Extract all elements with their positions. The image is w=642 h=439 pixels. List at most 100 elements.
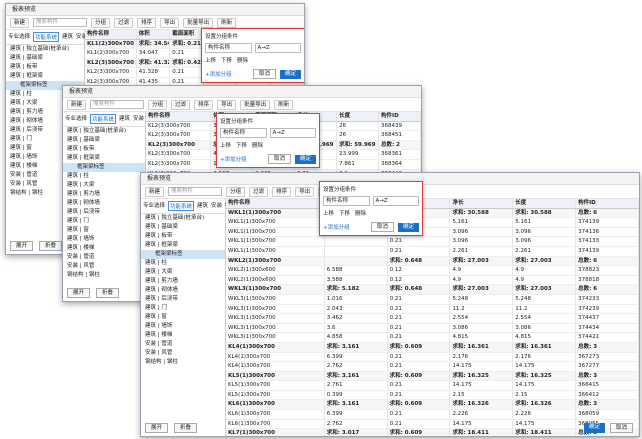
toolbar-button[interactable]: 排序: [137, 17, 157, 28]
order-select[interactable]: A→Z: [372, 196, 419, 206]
tree-item[interactable]: 建筑 | 板带: [10, 64, 38, 70]
tree-item[interactable]: 建筑 | 剪力墙: [10, 109, 43, 115]
tab[interactable]: 专业选择: [143, 203, 166, 209]
tree-item[interactable]: 建筑 | 楼梯: [145, 332, 173, 338]
tree-item[interactable]: 安装 | 管道: [67, 254, 95, 260]
tab[interactable]: 建筑: [197, 203, 209, 209]
tab[interactable]: 专业选择: [8, 34, 31, 40]
new-button[interactable]: 新建: [145, 186, 165, 197]
tree-item[interactable]: 框架梁标签: [63, 163, 145, 172]
tree-item[interactable]: 建筑 | 窗: [10, 145, 32, 151]
ok-button[interactable]: 确定: [279, 69, 301, 79]
toolbar-button[interactable]: 过滤: [171, 99, 191, 110]
tree-item[interactable]: 建筑 | 柱: [67, 173, 89, 179]
add-group[interactable]: +添加分组: [323, 225, 350, 231]
tree-item[interactable]: 框架梁标签: [6, 81, 84, 90]
radio[interactable]: 下移: [236, 143, 248, 149]
toolbar-button[interactable]: 导出: [217, 99, 237, 110]
tree-item[interactable]: 建筑 | 柱: [145, 260, 167, 266]
tab[interactable]: 安装: [133, 116, 145, 122]
tab[interactable]: 建筑: [119, 116, 131, 122]
field-select[interactable]: 构件名称: [220, 128, 267, 138]
tree-item[interactable]: 建筑 | 门: [145, 305, 167, 311]
order-select[interactable]: A→Z: [269, 128, 316, 138]
toolbar-button[interactable]: 过滤: [114, 17, 134, 28]
toolbar-button[interactable]: 刷新: [274, 99, 294, 110]
tree-item[interactable]: 建筑 | 后浇带: [10, 127, 43, 133]
tree-item[interactable]: 建筑 | 楼梯: [10, 163, 38, 169]
ok-button[interactable]: 确定: [294, 154, 316, 164]
tree-item[interactable]: 安装 | 管道: [10, 172, 38, 178]
tree-item[interactable]: 建筑 | 后浇带: [145, 296, 178, 302]
tree-item[interactable]: 建筑 | 砌体墙: [67, 200, 100, 206]
tree-item[interactable]: 建筑 | 板带: [67, 146, 95, 152]
tree-item[interactable]: 建筑 | 剪力墙: [67, 191, 100, 197]
toolbar-button[interactable]: 过滤: [249, 186, 269, 197]
radio[interactable]: 下移: [221, 58, 233, 64]
radio[interactable]: 上移: [205, 58, 217, 64]
tab[interactable]: 功能系统: [90, 114, 117, 124]
tree-item[interactable]: 建筑 | 大梁: [10, 100, 38, 106]
tree-item[interactable]: 安装 | 风管: [10, 181, 38, 187]
radio[interactable]: 删除: [252, 143, 264, 149]
search-input[interactable]: 搜索构件: [33, 18, 88, 27]
toolbar-button[interactable]: 导出: [160, 17, 180, 28]
tree-item[interactable]: 建筑 | 墙饰: [67, 236, 95, 242]
cancel-button[interactable]: 取消: [267, 154, 291, 164]
radio[interactable]: 上移: [323, 211, 335, 217]
tree-item[interactable]: 建筑 | 砌体墙: [145, 287, 178, 293]
footer-button[interactable]: 折叠: [174, 423, 198, 433]
field-select[interactable]: 构件名称: [205, 43, 252, 53]
action-button[interactable]: 取消: [609, 423, 633, 433]
tree-item[interactable]: 建筑 | 框架梁: [10, 73, 43, 79]
tree-item[interactable]: 安装 | 风管: [145, 350, 173, 356]
toolbar-button[interactable]: 分组: [148, 99, 168, 110]
tree-item[interactable]: 建筑 | 基础梁: [10, 55, 43, 61]
radio[interactable]: 下移: [339, 211, 351, 217]
tab[interactable]: 安装: [211, 203, 223, 209]
tree-item[interactable]: 建筑 | 柱: [10, 91, 32, 97]
tree-item[interactable]: 建筑 | 后浇带: [67, 209, 100, 215]
tree-item[interactable]: 建筑 | 独立基础(桩承台): [145, 215, 205, 221]
tab[interactable]: 安装: [76, 34, 88, 40]
tree-item[interactable]: 建筑 | 板带: [145, 233, 173, 239]
tree-item[interactable]: 建筑 | 基础梁: [145, 224, 178, 230]
tab[interactable]: 专业选择: [65, 116, 88, 122]
footer-button[interactable]: 展开: [10, 241, 34, 251]
tab[interactable]: 功能系统: [33, 32, 60, 42]
tree-item[interactable]: 安装 | 管道: [145, 341, 173, 347]
footer-button[interactable]: 展开: [145, 423, 169, 433]
add-group[interactable]: +添加分组: [220, 157, 247, 163]
search-input[interactable]: 搜索构件: [90, 100, 145, 109]
tree-item[interactable]: 建筑 | 大梁: [67, 182, 95, 188]
tree-item[interactable]: 建筑 | 独立基础(桩承台): [67, 128, 127, 134]
add-group[interactable]: +添加分组: [205, 72, 232, 78]
tree-item[interactable]: 钢结构 | 钢柱: [145, 359, 178, 365]
toolbar-button[interactable]: 排序: [272, 186, 292, 197]
tree-item[interactable]: 建筑 | 剪力墙: [145, 278, 178, 284]
toolbar-button[interactable]: 分组: [226, 186, 246, 197]
cancel-button[interactable]: 取消: [252, 69, 276, 79]
tree-item[interactable]: 建筑 | 独立基础(桩承台): [10, 46, 70, 52]
footer-button[interactable]: 折叠: [96, 288, 120, 298]
toolbar-button[interactable]: 刷新: [217, 17, 237, 28]
toolbar-button[interactable]: 批量导出: [240, 99, 271, 110]
tree-item[interactable]: 建筑 | 楼梯: [67, 245, 95, 251]
cancel-button[interactable]: 取消: [370, 222, 394, 232]
ok-button[interactable]: 确定: [397, 222, 419, 232]
tree-item[interactable]: 建筑 | 墙饰: [145, 323, 173, 329]
search-input[interactable]: 搜索构件: [168, 187, 223, 196]
tree-item[interactable]: 建筑 | 门: [10, 136, 32, 142]
tree-item[interactable]: 钢结构 | 钢柱: [10, 190, 43, 196]
tree-item[interactable]: 框架梁标签: [141, 250, 225, 259]
toolbar-button[interactable]: 排序: [194, 99, 214, 110]
new-button[interactable]: 新建: [67, 99, 87, 110]
new-button[interactable]: 新建: [10, 17, 30, 28]
footer-button[interactable]: 折叠: [39, 241, 63, 251]
tree-item[interactable]: 建筑 | 基础梁: [67, 137, 100, 143]
radio[interactable]: 上移: [220, 143, 232, 149]
action-button[interactable]: 确定: [583, 423, 605, 433]
order-select[interactable]: A→Z: [254, 43, 301, 53]
tree-item[interactable]: 钢结构 | 钢柱: [67, 272, 100, 278]
toolbar-button[interactable]: 批量导出: [183, 17, 214, 28]
